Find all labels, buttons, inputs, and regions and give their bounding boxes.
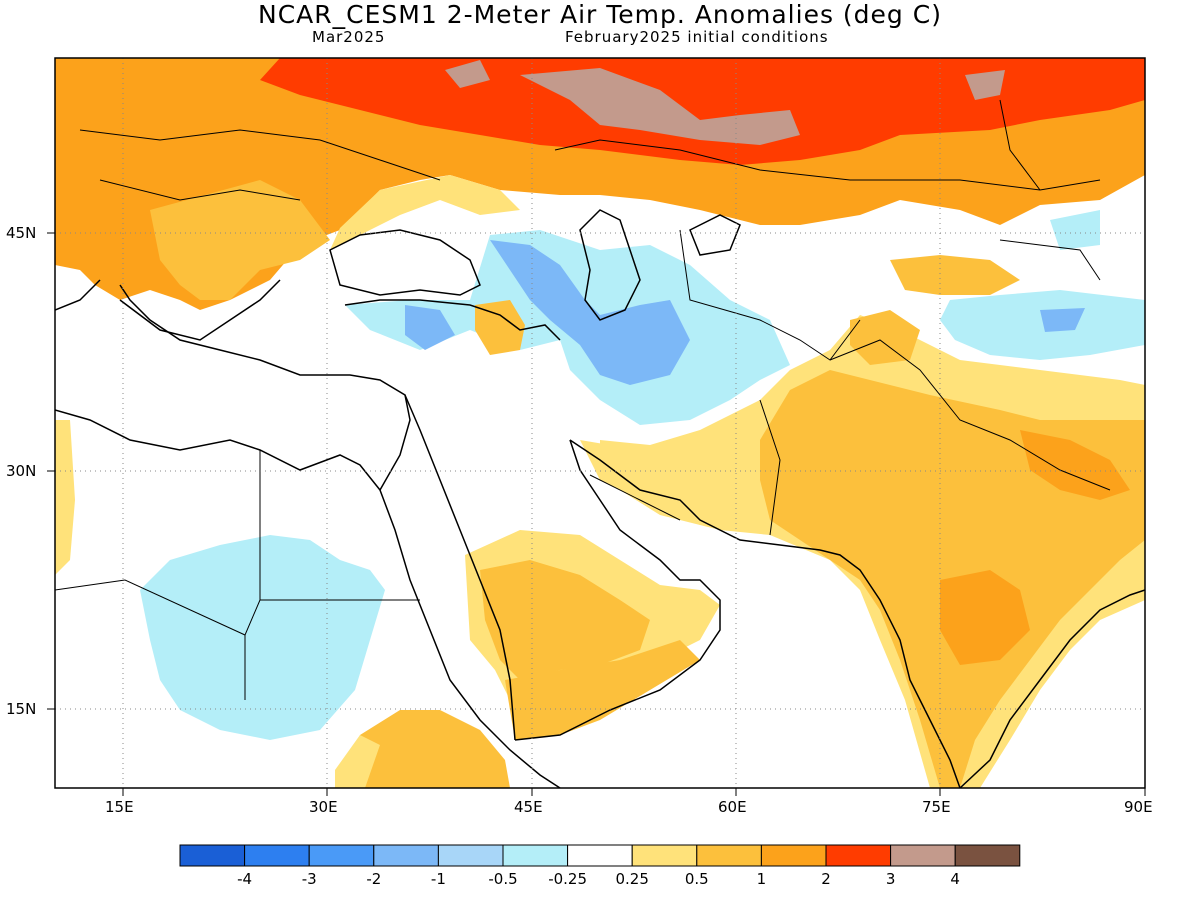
colorbar-label: -0.25: [548, 870, 587, 888]
anomaly-region-arabia-hot: [480, 560, 650, 680]
lon-label-75e: 75E: [922, 798, 951, 816]
anomaly-region-yemen-warm: [505, 640, 700, 740]
anomaly-region-fringe-yellow: [330, 175, 520, 250]
colorbar-label: -2: [366, 870, 381, 888]
lon-label-30e: 30E: [309, 798, 338, 816]
colorbar-label: -1: [431, 870, 446, 888]
lon-label-60e: 60E: [718, 798, 747, 816]
colorbar-label: -0.5: [488, 870, 517, 888]
anomaly-region-ethiopia-warm: [340, 710, 510, 788]
anomaly-region-extreme-2: [445, 60, 490, 88]
map-title: NCAR_CESM1 2-Meter Air Temp. Anomalies (…: [258, 0, 942, 29]
anomaly-region-tibet-cool: [940, 290, 1145, 360]
anomaly-region-kazakh-warm: [890, 255, 1020, 295]
colorbar-swatch: [890, 844, 956, 867]
lat-label-45n: 45N: [6, 224, 37, 242]
colorbar-swatch: [631, 844, 698, 867]
anomaly-region-anatolia-warm: [475, 300, 525, 355]
lat-label-30n: 30N: [6, 462, 37, 480]
colorbar-label: 3: [886, 870, 896, 888]
colorbar-swatch: [373, 844, 439, 867]
anomaly-region-extreme-3: [965, 70, 1005, 100]
colorbar-swatch: [437, 844, 504, 867]
anomaly-region-siberia-hot: [260, 58, 1145, 165]
anomaly-region-west-africa-warm: [55, 420, 75, 575]
lat-label-15n: 15N: [6, 700, 37, 718]
colorbar-swatch: [760, 844, 827, 867]
colorbar-label: 2: [821, 870, 831, 888]
colorbar-swatch: [502, 844, 569, 867]
colorbar-swatch: [954, 844, 1021, 867]
colorbar-swatch: [567, 844, 633, 867]
graticule: [55, 58, 1145, 788]
anomaly-region-ethiopia-fringe: [335, 735, 380, 788]
lon-label-15e: 15E: [105, 798, 134, 816]
colorbar-label: -4: [237, 870, 252, 888]
anomaly-region-tibet-cold: [1040, 308, 1085, 332]
anomaly-region-gulf-warm: [580, 440, 760, 525]
anomaly-region-sahara-cool: [140, 535, 385, 740]
colorbar-swatch: [179, 844, 246, 867]
anomaly-region-himalaya-hot: [1020, 430, 1130, 500]
anomaly-region-extreme-1: [520, 68, 800, 145]
map-frame: [54, 57, 1146, 789]
lon-label-90e: 90E: [1124, 798, 1153, 816]
anomaly-region-pamir-warm: [850, 310, 920, 365]
colorbar: -4 -3 -2 -1 -0.5 -0.25 0.25 0.5 1 2 3 4: [179, 844, 1021, 888]
anomaly-region-mongolia-cool: [1050, 210, 1100, 250]
colorbar-label: 0.5: [685, 870, 709, 888]
colorbar-swatch: [696, 844, 762, 867]
anomaly-region-central-india-hot: [940, 570, 1030, 665]
colorbar-label: 4: [950, 870, 960, 888]
colorbar-label: 1: [757, 870, 767, 888]
axis-ticks: [47, 232, 1146, 796]
colorbar-label: -3: [302, 870, 317, 888]
colorbar-swatch: [308, 844, 375, 867]
colorbar-label: 0.25: [615, 870, 648, 888]
country-borders: [55, 99, 1111, 700]
anomaly-region-north-fringe: [150, 180, 330, 300]
anomaly-region-turkey-cold: [405, 305, 455, 350]
anomaly-region-iran-cold: [490, 240, 690, 385]
initial-conditions-label: February2025 initial conditions: [565, 28, 829, 46]
forecast-month: Mar2025: [312, 28, 386, 46]
coastlines: [55, 209, 1145, 788]
colorbar-swatch: [244, 844, 310, 867]
colorbar-swatch: [825, 844, 892, 867]
lon-label-45e: 45E: [514, 798, 543, 816]
